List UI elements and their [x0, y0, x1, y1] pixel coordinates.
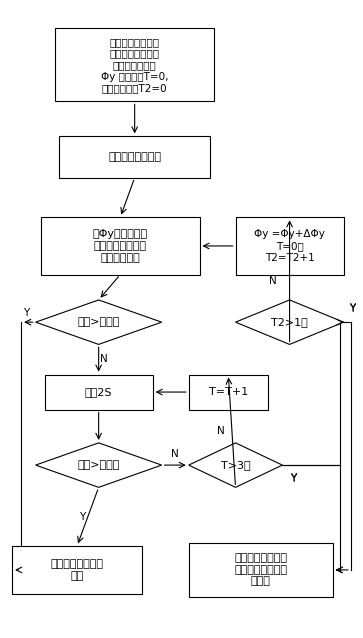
- FancyBboxPatch shape: [41, 218, 200, 274]
- Text: 引弧成功，转切割
过程: 引弧成功，转切割 过程: [50, 559, 103, 581]
- Polygon shape: [36, 443, 162, 487]
- Text: Y: Y: [290, 473, 296, 483]
- FancyBboxPatch shape: [12, 546, 142, 594]
- Text: 电流>阈值？: 电流>阈值？: [77, 460, 120, 470]
- FancyBboxPatch shape: [56, 28, 214, 101]
- FancyBboxPatch shape: [45, 375, 153, 410]
- Polygon shape: [36, 300, 162, 345]
- Text: T=T+1: T=T+1: [209, 387, 248, 397]
- Text: 以Φy气体流量打
开引弧气体气阀，
并送高频信号: 以Φy气体流量打 开引弧气体气阀， 并送高频信号: [93, 229, 148, 263]
- Text: Y: Y: [79, 512, 86, 522]
- Text: 引弧失败，声光报
警通知操作员，检
查原因: 引弧失败，声光报 警通知操作员，检 查原因: [234, 553, 287, 586]
- FancyBboxPatch shape: [189, 543, 333, 597]
- Text: N: N: [269, 276, 277, 286]
- Text: Y: Y: [350, 303, 356, 313]
- Text: Φy =Φy+ΔΦy
T=0；
T2=T2+1: Φy =Φy+ΔΦy T=0； T2=T2+1: [254, 229, 325, 263]
- Polygon shape: [189, 443, 282, 487]
- Text: T>3？: T>3？: [221, 460, 250, 470]
- FancyBboxPatch shape: [236, 218, 344, 274]
- Text: N: N: [100, 355, 108, 364]
- Polygon shape: [236, 300, 344, 345]
- Text: N: N: [171, 449, 179, 459]
- FancyBboxPatch shape: [59, 137, 210, 177]
- Text: T2>1？: T2>1？: [271, 317, 308, 327]
- Text: 电流>阈值？: 电流>阈值？: [77, 317, 120, 327]
- Text: Y: Y: [290, 474, 296, 484]
- Text: Y: Y: [350, 304, 356, 315]
- Text: 根据初始定位高度
查找专家数据库获
得引弧气体流量
Φy 引弧次数T=0,
第二引弧次数T2=0: 根据初始定位高度 查找专家数据库获 得引弧气体流量 Φy 引弧次数T=0, 第二…: [101, 37, 168, 93]
- Text: 等待切割开始信号: 等待切割开始信号: [108, 152, 161, 162]
- Text: 等待2S: 等待2S: [85, 387, 113, 397]
- Text: Y: Y: [24, 308, 30, 318]
- Text: N: N: [217, 426, 225, 436]
- FancyBboxPatch shape: [189, 375, 268, 410]
